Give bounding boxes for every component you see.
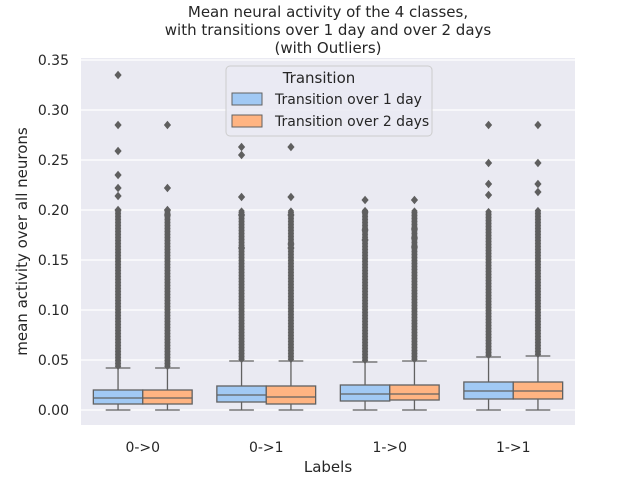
outlier-point — [163, 210, 172, 220]
outlier-point — [534, 179, 542, 189]
chart-title-line: with transitions over 1 day and over 2 d… — [165, 21, 492, 39]
box-body — [389, 384, 440, 401]
chart-title-line: (with Outliers) — [274, 39, 381, 57]
y-tick-label: 0.35 — [38, 53, 69, 69]
outlier-point — [114, 120, 122, 130]
outlier-point — [484, 190, 493, 200]
outlier-point — [287, 210, 295, 220]
y-tick-label: 0.30 — [38, 103, 69, 119]
outlier-point — [114, 146, 122, 156]
legend: Transition Transition over 1 day Transitio… — [225, 65, 433, 137]
outlier-point — [411, 207, 418, 215]
outlier-point — [361, 225, 369, 235]
outlier-point — [163, 183, 172, 193]
outlier-points — [287, 142, 295, 364]
outlier-point — [484, 179, 493, 189]
chart-title-line: Mean neural activity of the 4 classes, — [188, 3, 468, 21]
box-body — [339, 384, 391, 402]
outlier-point — [361, 207, 369, 217]
x-tick-labels: 0->0 0->1 1->0 1->1 — [125, 440, 530, 456]
outlier-point — [534, 187, 542, 197]
legend-title: Transition — [282, 69, 356, 87]
outlier-point — [534, 158, 542, 168]
y-tick-label: 0.10 — [38, 303, 69, 319]
outlier-points — [163, 120, 172, 371]
chart-title: Mean neural activity of the 4 classes,wi… — [165, 3, 492, 57]
box-1->1-1 — [463, 120, 514, 411]
x-axis-label: Labels — [304, 458, 352, 476]
y-tick-labels: 0.00 0.05 0.10 0.15 0.20 0.25 0.30 0.35 — [38, 53, 69, 419]
outlier-point — [484, 120, 493, 130]
outlier-point — [287, 192, 295, 202]
box-0->1-2 — [265, 142, 317, 411]
outlier-point — [237, 210, 246, 220]
legend-swatch — [231, 114, 263, 128]
legend-label: Transition over 1 day — [274, 92, 422, 108]
outlier-points — [410, 195, 419, 364]
outlier-point — [361, 195, 369, 205]
outlier-point — [237, 150, 246, 160]
boxes — [92, 70, 564, 411]
outlier-point — [114, 205, 122, 215]
legend-frame — [225, 65, 433, 137]
outlier-point — [114, 170, 122, 180]
outlier-points — [484, 120, 493, 360]
outlier-point — [114, 191, 122, 201]
x-tick-label: 1->1 — [496, 440, 531, 456]
y-tick-label: 0.00 — [38, 403, 69, 419]
x-tick-label: 0->1 — [249, 440, 284, 456]
box-body — [216, 385, 267, 403]
outlier-point — [287, 243, 295, 253]
outlier-point — [410, 242, 419, 252]
outlier-points — [237, 142, 246, 364]
outlier-point — [114, 183, 122, 193]
y-tick-label: 0.20 — [38, 203, 69, 219]
box-0->0-2 — [142, 120, 193, 411]
box-1->1-2 — [512, 120, 564, 411]
outlier-point — [361, 235, 369, 245]
outlier-point — [484, 158, 493, 168]
outlier-point — [287, 142, 295, 152]
outlier-points — [361, 195, 369, 365]
legend-label: Transition over 2 days — [274, 114, 429, 130]
y-axis-label: mean activity over all neurons — [13, 127, 31, 356]
x-tick-label: 0->0 — [125, 440, 160, 456]
y-tick-label: 0.05 — [38, 353, 69, 369]
outlier-point — [237, 142, 246, 152]
outlier-point — [163, 205, 172, 215]
outlier-point — [534, 206, 542, 215]
box-body — [92, 389, 144, 405]
y-tick-label: 0.15 — [38, 253, 69, 269]
box-body — [265, 385, 317, 405]
outlier-point — [410, 195, 419, 205]
y-tick-label: 0.25 — [38, 153, 69, 169]
outlier-point — [534, 120, 542, 130]
x-tick-label: 1->0 — [372, 440, 407, 456]
legend-swatch — [231, 92, 263, 106]
box-1->0-2 — [389, 195, 440, 411]
box-body — [142, 389, 193, 405]
outlier-point — [485, 207, 492, 216]
box-0->0-1 — [92, 70, 144, 411]
outlier-point — [237, 192, 246, 202]
outlier-point — [114, 70, 122, 80]
outlier-points — [534, 120, 542, 359]
outlier-point — [237, 243, 246, 253]
box-0->1-1 — [216, 142, 267, 411]
outlier-point — [163, 120, 172, 130]
outlier-point — [410, 233, 419, 243]
box-1->0-1 — [339, 195, 391, 411]
outlier-point — [410, 224, 419, 234]
